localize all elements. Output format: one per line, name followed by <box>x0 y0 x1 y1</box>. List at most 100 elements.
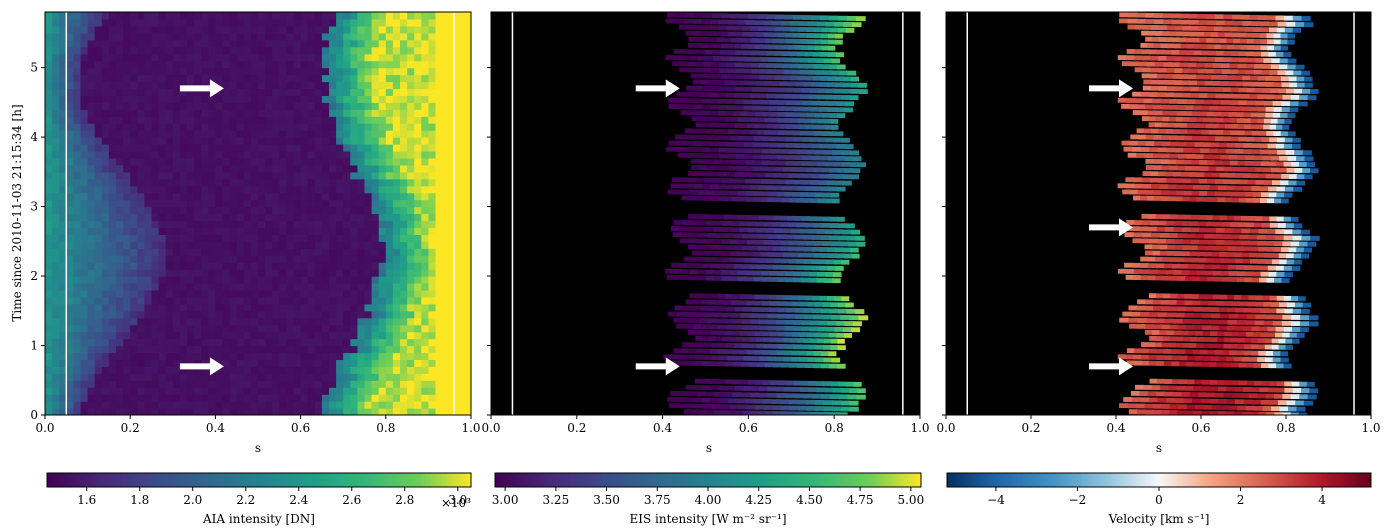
heatmap-cell <box>179 164 188 173</box>
heatmap-cell <box>187 185 195 194</box>
heatmap-cell <box>385 303 394 312</box>
heatmap-cell <box>59 234 67 242</box>
heatmap-cell <box>378 206 387 215</box>
heatmap-cell <box>435 387 444 395</box>
heatmap-cell <box>137 178 145 187</box>
heatmap-cell <box>456 310 465 319</box>
heatmap-cell <box>236 269 245 277</box>
raster-cell <box>750 93 760 99</box>
heatmap-cell <box>151 296 160 305</box>
heatmap-cell <box>378 32 387 41</box>
heatmap-cell <box>378 227 387 235</box>
raster-cell <box>831 357 841 363</box>
heatmap-cell <box>116 255 124 263</box>
heatmap-cell <box>442 317 451 326</box>
raster-cell <box>838 394 849 400</box>
heatmap-cell <box>307 241 316 249</box>
heatmap-cell <box>179 199 188 208</box>
raster-cell <box>716 361 726 367</box>
heatmap-cell <box>321 18 330 27</box>
heatmap-cell <box>45 359 53 367</box>
raster-cell <box>1211 405 1222 410</box>
heatmap-cell <box>329 303 337 312</box>
raster-cell <box>790 26 799 32</box>
heatmap-cell <box>201 39 209 48</box>
heatmap-cell <box>137 366 145 374</box>
heatmap-cell <box>343 227 351 235</box>
heatmap-cell <box>364 116 373 124</box>
heatmap-cell <box>179 95 188 103</box>
heatmap-cell <box>307 324 316 333</box>
heatmap-cell <box>201 255 209 263</box>
raster-cell <box>719 153 729 159</box>
heatmap-cell <box>329 213 337 222</box>
heatmap-cell <box>321 401 330 409</box>
raster-cell <box>834 82 844 88</box>
raster-cell <box>1231 393 1241 398</box>
heatmap-cell <box>279 401 287 409</box>
heatmap-cell <box>158 25 167 34</box>
heatmap-cell <box>80 12 89 20</box>
raster-cell <box>760 154 770 160</box>
heatmap-cell <box>293 380 302 388</box>
heatmap-cell <box>336 157 344 166</box>
heatmap-cell <box>428 157 437 166</box>
heatmap-cell <box>59 199 67 208</box>
heatmap-cell <box>350 310 358 319</box>
heatmap-cell <box>336 102 344 110</box>
raster-cell <box>709 98 719 104</box>
heatmap-cell <box>66 206 74 215</box>
raster-cell <box>729 165 738 171</box>
heatmap-cell <box>201 150 209 159</box>
heatmap-cell <box>350 408 358 415</box>
heatmap-cell <box>250 32 259 41</box>
raster-cell <box>749 31 758 37</box>
heatmap-cell <box>421 408 429 415</box>
heatmap-cell <box>414 130 422 138</box>
heatmap-cell <box>286 255 295 263</box>
raster-cell <box>711 116 719 122</box>
heatmap-cell <box>215 178 224 187</box>
heatmap-cell <box>165 310 174 319</box>
raster-cell <box>712 13 722 19</box>
raster-cell <box>695 335 703 341</box>
heatmap-cell <box>378 366 387 374</box>
heatmap-cell <box>272 185 280 194</box>
heatmap-cell <box>123 116 131 124</box>
heatmap-cell <box>130 394 138 402</box>
heatmap-cell <box>407 46 415 55</box>
heatmap-cell <box>407 269 415 277</box>
heatmap-cell <box>258 53 266 62</box>
heatmap-cell <box>321 32 330 41</box>
heatmap-cell <box>236 137 245 145</box>
heatmap-cell <box>165 116 174 124</box>
heatmap-cell <box>130 296 138 305</box>
heatmap-cell <box>350 331 358 340</box>
heatmap-cell <box>371 74 380 83</box>
heatmap-cell <box>179 60 188 69</box>
raster-cell <box>701 43 709 49</box>
raster-cell <box>1266 412 1275 415</box>
heatmap-cell <box>357 53 366 62</box>
heatmap-cell <box>101 178 110 187</box>
raster-cell <box>823 149 833 155</box>
heatmap-cell <box>272 95 280 103</box>
raster-cell <box>742 233 752 239</box>
heatmap-cell <box>215 164 224 173</box>
heatmap-cell <box>463 32 471 41</box>
raster-cell <box>803 234 813 240</box>
raster-cell <box>802 106 812 112</box>
heatmap-cell <box>229 276 238 284</box>
heatmap-cell <box>279 171 287 180</box>
raster-cell <box>808 277 818 283</box>
heatmap-cell <box>321 324 330 333</box>
heatmap-cell <box>66 157 74 166</box>
heatmap-cell <box>279 192 287 201</box>
heatmap-cell <box>101 331 110 340</box>
heatmap-cell <box>357 401 366 409</box>
heatmap-cell <box>307 248 316 256</box>
heatmap-cell <box>52 220 60 228</box>
heatmap-cell <box>286 12 295 20</box>
heatmap-cell <box>414 269 422 277</box>
heatmap-cell <box>442 192 451 201</box>
